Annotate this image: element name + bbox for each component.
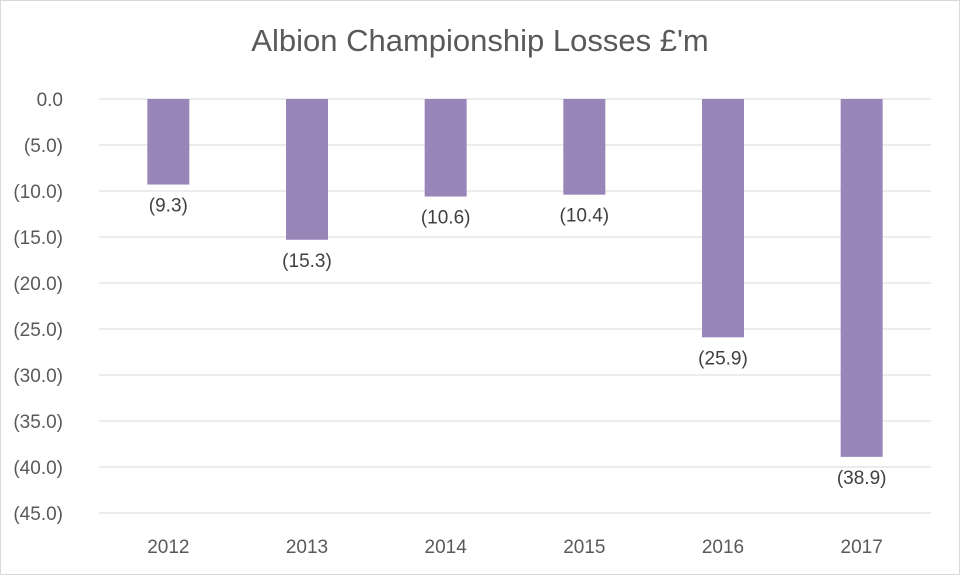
x-tick-label-2015: 2015 xyxy=(563,537,605,558)
bars xyxy=(147,99,883,457)
y-tick-label: 0.0 xyxy=(37,90,63,111)
gridlines xyxy=(99,98,931,514)
data-label-2016: (25.9) xyxy=(698,348,748,369)
data-label-2013: (15.3) xyxy=(282,251,332,272)
data-label-2012: (9.3) xyxy=(149,196,188,217)
y-axis-tick-labels: 0.0 (5.0) (10.0) (15.0) (20.0) (25.0) (30.0) (3… xyxy=(13,90,63,525)
x-tick-label-2013: 2013 xyxy=(286,537,328,558)
bar-2016 xyxy=(702,99,744,338)
y-tick-label: (25.0) xyxy=(13,320,63,341)
bar-2015 xyxy=(563,99,606,195)
bar-2012 xyxy=(147,99,190,185)
y-tick-label: (45.0) xyxy=(13,504,63,525)
y-tick-label: (30.0) xyxy=(13,366,63,387)
y-tick-label: (20.0) xyxy=(13,274,63,295)
data-label-2017: (38.9) xyxy=(837,468,887,489)
y-tick-label: (5.0) xyxy=(24,136,63,157)
bar-2014 xyxy=(424,99,467,197)
x-tick-label-2017: 2017 xyxy=(841,537,883,558)
y-tick-label: (10.0) xyxy=(13,182,63,203)
x-tick-label-2012: 2012 xyxy=(147,537,189,558)
x-tick-label-2016: 2016 xyxy=(702,537,744,558)
y-tick-label: (35.0) xyxy=(13,412,63,433)
y-tick-label: (40.0) xyxy=(13,458,63,479)
data-label-2015: (10.4) xyxy=(560,206,610,227)
data-labels: (9.3) (15.3) (10.6) (10.4) (25.9) (38.9) xyxy=(149,196,887,489)
bar-2017 xyxy=(840,99,883,457)
bar-2013 xyxy=(286,99,328,240)
x-axis-tick-labels: 2012 2013 2014 2015 2016 2017 xyxy=(147,537,883,558)
y-tick-label: (15.0) xyxy=(13,228,63,249)
data-label-2014: (10.6) xyxy=(421,208,471,229)
x-tick-label-2014: 2014 xyxy=(425,537,468,558)
chart-title: Albion Championship Losses £'m xyxy=(251,23,709,58)
